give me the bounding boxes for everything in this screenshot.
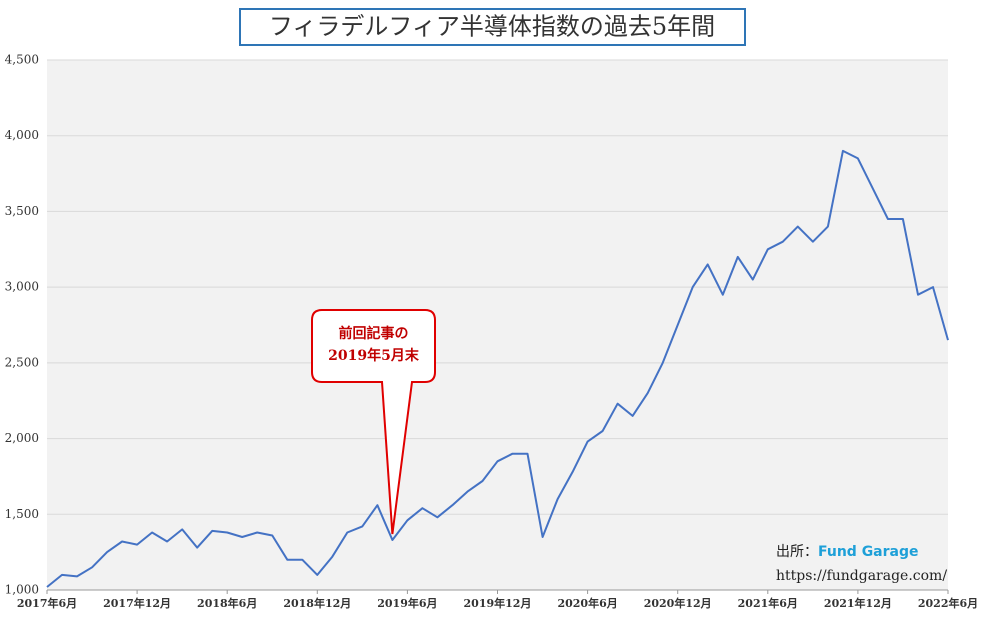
x-tick-label: 2021年6月 — [738, 596, 798, 610]
y-tick-label: 3,500 — [5, 204, 39, 218]
y-tick-label: 4,500 — [5, 53, 39, 67]
x-tick-label: 2018年12月 — [283, 596, 351, 610]
x-tick-label: 2020年12月 — [644, 596, 712, 610]
source-name: Fund Garage — [818, 544, 919, 560]
y-tick-label: 3,000 — [5, 280, 39, 294]
x-tick-label: 2020年6月 — [557, 596, 617, 610]
x-tick-label: 2021年12月 — [824, 596, 892, 610]
x-tick-label: 2022年6月 — [918, 596, 978, 610]
y-tick-label: 4,000 — [5, 128, 39, 142]
chart-title: フィラデルフィア半導体指数の過去5年間 — [269, 13, 715, 41]
x-tick-label: 2018年6月 — [197, 596, 257, 610]
callout — [311, 309, 436, 535]
x-tick-label: 2017年6月 — [17, 596, 77, 610]
y-tick-label: 1,500 — [5, 507, 39, 521]
data-line — [46, 149, 949, 588]
source-prefix: 出所： — [776, 544, 818, 560]
y-tick-label: 2,000 — [5, 431, 39, 445]
annotation-text: 前回記事の — [339, 325, 409, 342]
annotation-text: 2019年5月末 — [328, 347, 420, 364]
x-tick-label: 2019年12月 — [464, 596, 532, 610]
title-box — [239, 8, 746, 46]
plot-area — [47, 60, 948, 590]
x-tick-label: 2017年12月 — [103, 596, 171, 610]
x-tick-label: 2019年6月 — [377, 596, 437, 610]
source-label: 出所：Fund Garage — [776, 544, 919, 560]
y-tick-label: 1,000 — [5, 583, 39, 597]
y-tick-label: 2,500 — [5, 355, 39, 369]
source-url: https://fundgarage.com/ — [776, 568, 947, 584]
